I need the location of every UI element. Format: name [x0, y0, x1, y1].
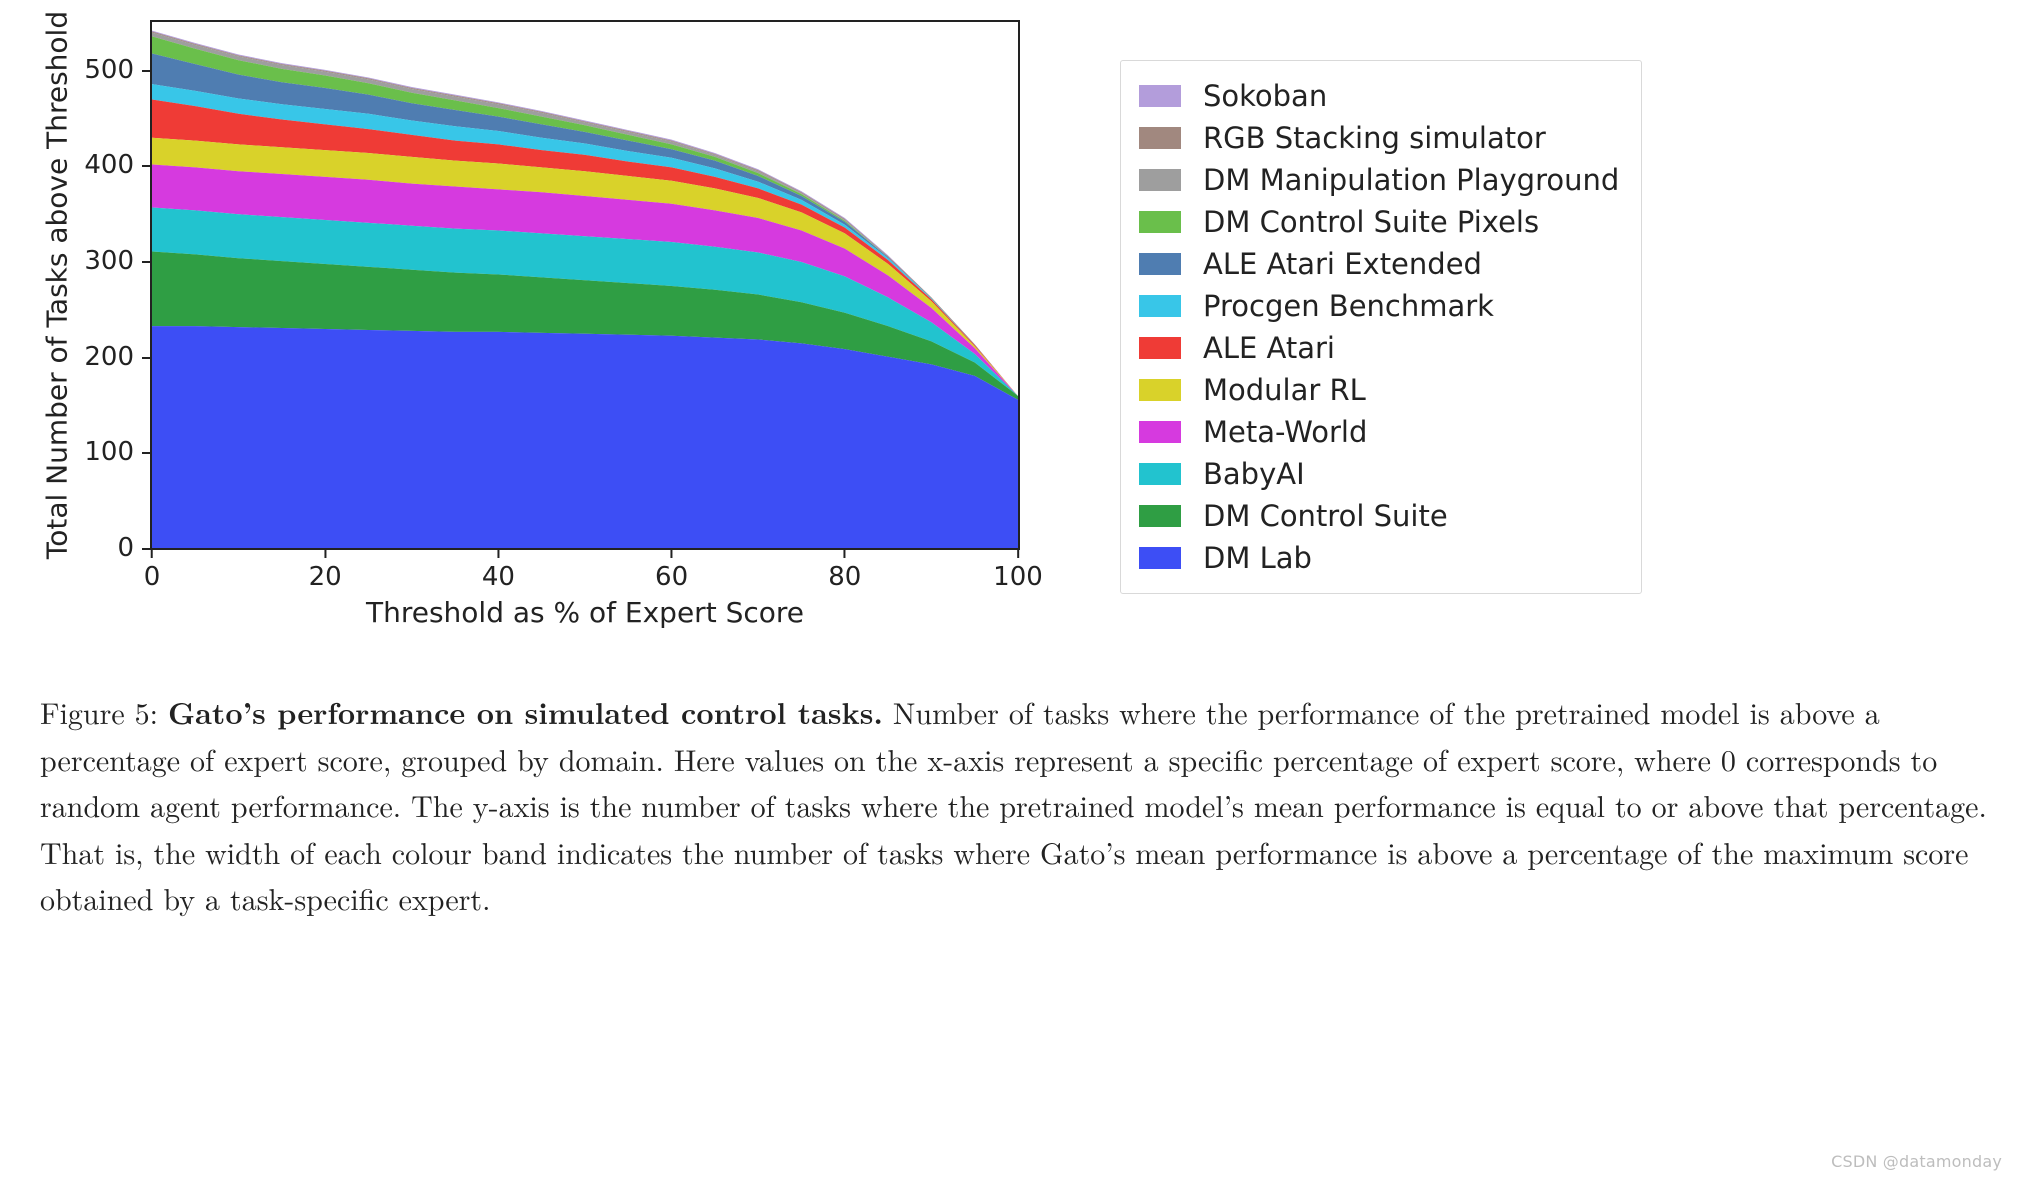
legend-item: RGB Stacking simulator — [1139, 117, 1619, 159]
page: Total Number of Tasks above Threshold 0 1… — [0, 0, 2036, 1183]
legend-item: DM Lab — [1139, 537, 1619, 579]
legend-item: Procgen Benchmark — [1139, 285, 1619, 327]
legend-swatch — [1139, 211, 1181, 233]
plot-frame: Total Number of Tasks above Threshold 01… — [150, 20, 1020, 550]
legend-label: DM Control Suite — [1203, 499, 1448, 533]
legend-swatch — [1139, 85, 1181, 107]
x-tick: 80 — [828, 548, 861, 592]
x-tick: 40 — [482, 548, 515, 592]
legend-item: DM Control Suite — [1139, 495, 1619, 537]
caption-prefix: Figure 5: — [40, 690, 168, 733]
legend-label: DM Control Suite Pixels — [1203, 205, 1539, 239]
legend-item: Modular RL — [1139, 369, 1619, 411]
legend-label: Meta-World — [1203, 415, 1367, 449]
legend-item: DM Control Suite Pixels — [1139, 201, 1619, 243]
legend-swatch — [1139, 337, 1181, 359]
y-axis-label: Total Number of Tasks above Threshold — [41, 11, 74, 559]
legend-label: ALE Atari — [1203, 331, 1335, 365]
x-tick: 60 — [655, 548, 688, 592]
legend-item: Meta-World — [1139, 411, 1619, 453]
legend-label: Sokoban — [1203, 79, 1327, 113]
x-axis-label: Threshold as % of Expert Score — [150, 596, 1020, 629]
legend-swatch — [1139, 463, 1181, 485]
legend-item: Sokoban — [1139, 75, 1619, 117]
legend-swatch — [1139, 547, 1181, 569]
x-tick: 0 — [144, 548, 161, 592]
y-tick: 200 — [84, 342, 152, 372]
x-tick: 100 — [993, 548, 1043, 592]
legend-swatch — [1139, 253, 1181, 275]
legend-swatch — [1139, 169, 1181, 191]
y-tick: 500 — [84, 55, 152, 85]
legend-swatch — [1139, 421, 1181, 443]
legend-label: DM Manipulation Playground — [1203, 163, 1619, 197]
legend-swatch — [1139, 127, 1181, 149]
legend-label: Procgen Benchmark — [1203, 289, 1494, 323]
chart-block: Total Number of Tasks above Threshold 01… — [40, 20, 1060, 629]
y-tick: 100 — [84, 437, 152, 467]
legend-label: DM Lab — [1203, 541, 1312, 575]
x-tick: 20 — [309, 548, 342, 592]
legend-swatch — [1139, 505, 1181, 527]
caption-title: Gato’s performance on simulated control … — [168, 690, 883, 733]
legend-item: ALE Atari — [1139, 327, 1619, 369]
legend-label: Modular RL — [1203, 373, 1366, 407]
legend-label: RGB Stacking simulator — [1203, 121, 1546, 155]
legend-item: BabyAI — [1139, 453, 1619, 495]
stacked-area-svg — [152, 22, 1018, 548]
watermark: CSDN @datamonday — [1831, 1152, 2002, 1171]
legend-item: DM Manipulation Playground — [1139, 159, 1619, 201]
legend-item: ALE Atari Extended — [1139, 243, 1619, 285]
y-tick: 400 — [84, 150, 152, 180]
legend-label: ALE Atari Extended — [1203, 247, 1482, 281]
legend-label: BabyAI — [1203, 457, 1305, 491]
figure-row: Total Number of Tasks above Threshold 01… — [40, 20, 1996, 629]
y-tick: 300 — [84, 246, 152, 276]
figure-caption: Figure 5: Gato’s performance on simulate… — [40, 689, 1996, 922]
legend: Sokoban RGB Stacking simulator DM Manipula… — [1120, 60, 1642, 594]
legend-swatch — [1139, 295, 1181, 317]
area-dm-lab — [152, 326, 1018, 548]
legend-swatch — [1139, 379, 1181, 401]
